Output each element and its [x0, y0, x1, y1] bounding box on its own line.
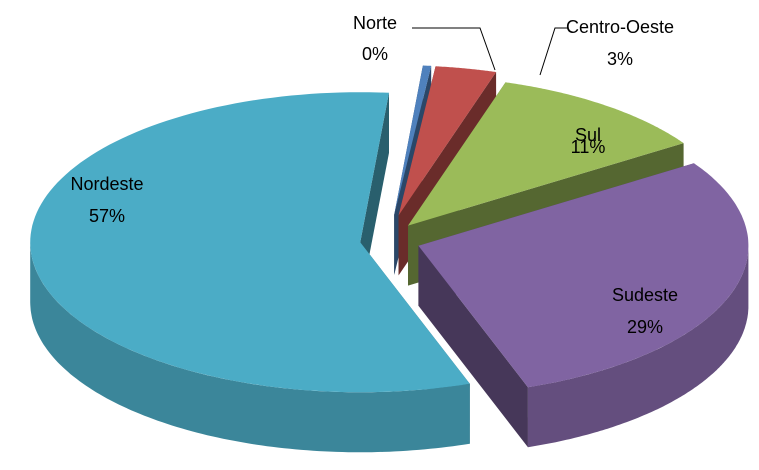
slice [30, 92, 470, 453]
slice-label: Centro-Oeste [566, 17, 674, 37]
slice-value-label: 0% [362, 44, 388, 64]
leader-line [412, 27, 496, 71]
slice-label: Nordeste [70, 174, 143, 194]
slice-top [30, 92, 470, 393]
slice-value-label: 57% [89, 206, 125, 226]
slice-wall [527, 246, 749, 448]
slice-side [418, 245, 528, 448]
slice-side [360, 92, 389, 303]
slice-label: Sudeste [612, 285, 678, 305]
slice-label: Norte [353, 13, 397, 33]
slice-top [418, 163, 749, 388]
slice [418, 163, 749, 448]
slice-value-label: 3% [607, 49, 633, 69]
slice-wall [30, 242, 470, 453]
slice-top [394, 65, 432, 215]
slice-value-label: 11% [571, 137, 606, 157]
leader-line [539, 27, 568, 76]
slice-top [398, 66, 497, 216]
slice-top [408, 82, 684, 226]
slice-label: Sul [575, 125, 601, 145]
slice-value-label: 29% [627, 317, 663, 337]
